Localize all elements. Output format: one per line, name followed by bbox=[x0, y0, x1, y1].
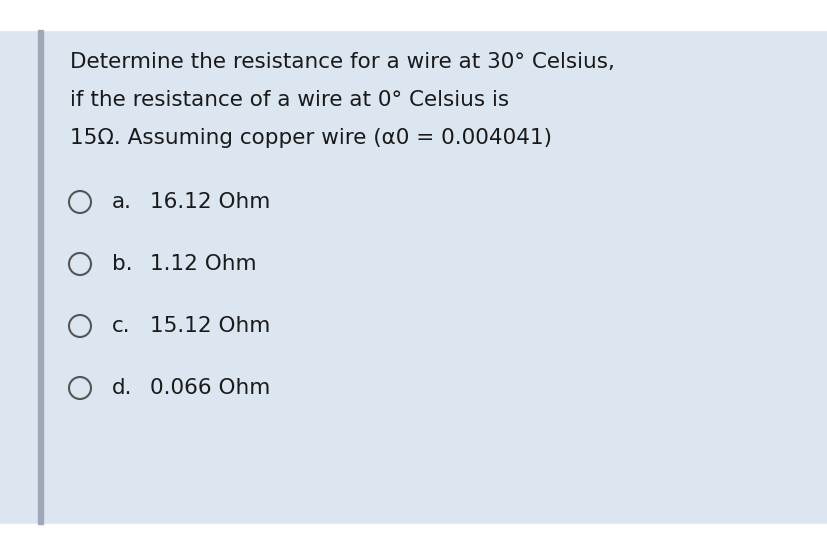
Text: Determine the resistance for a wire at 30° Celsius,: Determine the resistance for a wire at 3… bbox=[70, 52, 614, 72]
Text: b.: b. bbox=[112, 254, 132, 274]
Text: 0.066 Ohm: 0.066 Ohm bbox=[150, 378, 270, 398]
Text: 15.12 Ohm: 15.12 Ohm bbox=[150, 316, 270, 336]
Text: 16.12 Ohm: 16.12 Ohm bbox=[150, 192, 270, 212]
Text: 1.12 Ohm: 1.12 Ohm bbox=[150, 254, 256, 274]
Text: d.: d. bbox=[112, 378, 132, 398]
Text: a.: a. bbox=[112, 192, 131, 212]
Bar bbox=[38, 30, 43, 524]
Text: c.: c. bbox=[112, 316, 131, 336]
Text: 15Ω. Assuming copper wire (α0 = 0.004041): 15Ω. Assuming copper wire (α0 = 0.004041… bbox=[70, 128, 552, 148]
Text: if the resistance of a wire at 0° Celsius is: if the resistance of a wire at 0° Celsiu… bbox=[70, 90, 509, 110]
